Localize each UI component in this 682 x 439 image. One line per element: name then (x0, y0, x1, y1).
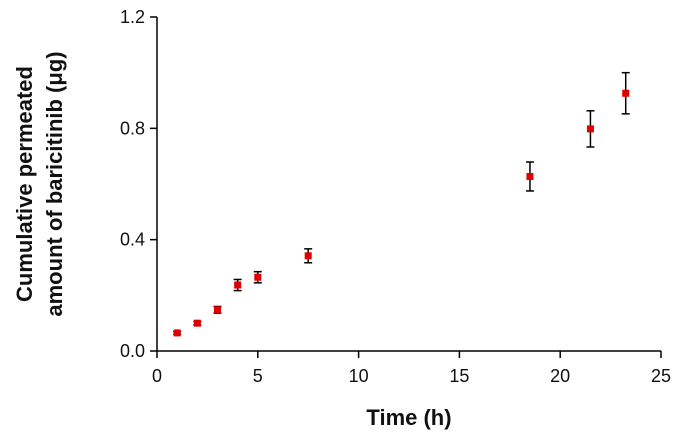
x-tick-label: 5 (253, 366, 263, 386)
data-point (234, 281, 242, 289)
y-tick-label: 0.8 (120, 118, 145, 138)
data-point (193, 319, 201, 327)
y-tick-label: 0.0 (120, 341, 145, 361)
data-point (213, 306, 221, 314)
x-axis-title: Time (h) (366, 405, 451, 430)
data-point (622, 89, 630, 97)
data-points (173, 71, 630, 337)
y-tick-label: 0.4 (120, 230, 145, 250)
data-point (254, 273, 262, 281)
x-ticks: 0 5 10 15 20 25 (152, 351, 671, 386)
data-point (304, 252, 312, 260)
x-tick-label: 25 (651, 366, 671, 386)
x-tick-label: 20 (550, 366, 570, 386)
axes (156, 17, 661, 352)
y-ticks: 0.0 0.4 0.8 1.2 (120, 7, 157, 361)
data-point (586, 125, 594, 133)
x-tick-label: 10 (349, 366, 369, 386)
y-axis-title-line-1: Cumulative permeated (12, 66, 37, 302)
y-tick-label: 1.2 (120, 7, 145, 27)
y-axis-title-line-2: amount of baricitinib (μg) (42, 51, 67, 316)
x-tick-label: 0 (152, 366, 162, 386)
y-axis-title: Cumulative permeated amount of baricitin… (12, 51, 67, 316)
data-point (173, 329, 181, 337)
data-point (526, 172, 534, 180)
x-tick-label: 15 (449, 366, 469, 386)
